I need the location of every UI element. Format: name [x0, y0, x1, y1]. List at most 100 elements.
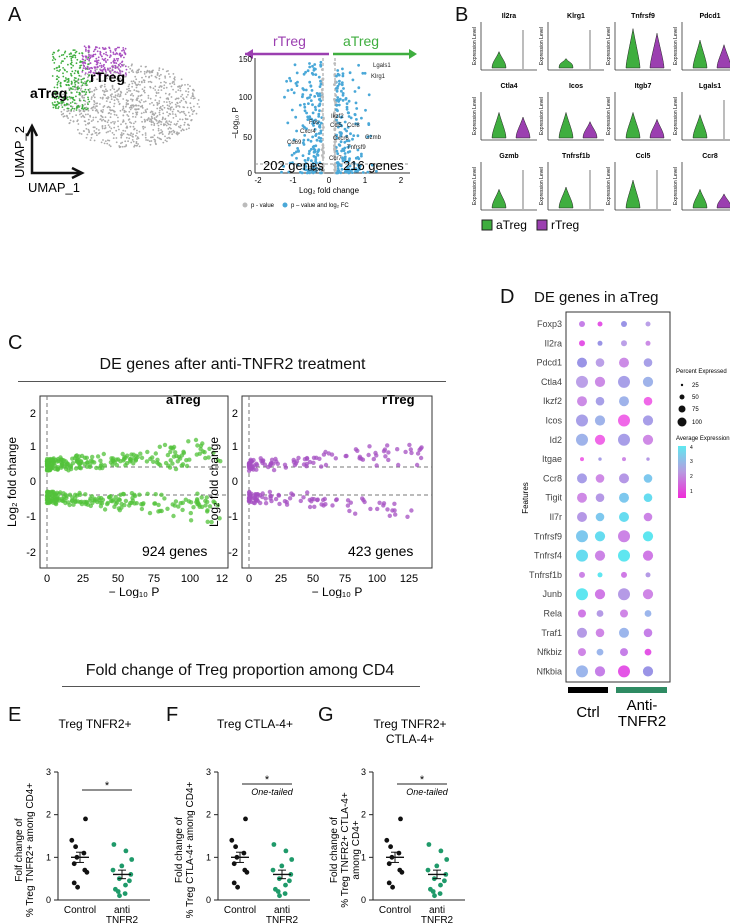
umap-cell-atreg — [81, 52, 83, 54]
stat-title: Treg CTLA-4+ — [217, 717, 293, 731]
umap-cell-atreg — [70, 72, 72, 75]
umap-cloud — [51, 45, 201, 149]
umap-cell-grey — [187, 123, 190, 126]
umap-cell-rtreg — [109, 54, 112, 57]
volcano-point — [302, 143, 306, 146]
umap-cell-atreg — [62, 60, 64, 63]
ctrl-group-bar — [568, 687, 608, 693]
dotplot-f: Treg CTLA-4+Fold change of% Treg CTLA-4+… — [174, 717, 310, 923]
scatter-xtick: 75 — [148, 573, 160, 585]
volcano-point — [318, 92, 321, 96]
umap-cell-grey — [117, 116, 119, 119]
scatter-xtick: 100 — [368, 573, 386, 585]
umap-cell-grey — [124, 122, 127, 125]
dot-plot-frame — [565, 311, 671, 683]
stat-point-anti — [434, 863, 440, 869]
dot-row-label: Tigit — [545, 493, 562, 503]
umap-cell-grey — [140, 112, 143, 115]
volcano-point — [320, 148, 324, 152]
violin-gene-title: Itgb7 — [635, 83, 652, 90]
violin-ylabel: Expression Level — [673, 27, 679, 65]
dot-mark — [642, 550, 654, 561]
dot-mark — [594, 415, 606, 426]
volcano-point — [336, 167, 340, 170]
umap-cell-grey — [76, 120, 79, 123]
scatter-point — [58, 490, 63, 495]
umap-cell-rtreg — [97, 73, 100, 76]
svg-text:12: 12 — [216, 573, 228, 585]
umap-cell-grey — [90, 96, 93, 99]
dot-mark — [646, 457, 650, 461]
scatter-point — [276, 492, 281, 498]
umap-cell-grey — [80, 112, 83, 115]
scatter-point — [111, 458, 116, 463]
volcano-point — [340, 81, 344, 84]
umap-cell-atreg — [56, 100, 59, 103]
scatter-point — [79, 501, 85, 507]
umap-cell-grey — [102, 89, 104, 92]
umap-cell-rtreg — [124, 65, 127, 68]
umap-cell-atreg — [57, 49, 60, 52]
volcano-point — [321, 78, 324, 81]
violin-shape — [692, 188, 708, 209]
umap-cell-grey — [101, 84, 103, 87]
umap-cell-grey — [180, 110, 183, 113]
scatter-point — [169, 445, 174, 450]
umap-cell-rtreg — [123, 50, 126, 52]
umap-cell-grey — [119, 95, 122, 97]
legend-swatch-atreg — [481, 219, 493, 231]
volcano-point — [320, 95, 324, 98]
stat-point-control — [388, 844, 393, 850]
umap-cell-grey — [135, 111, 137, 114]
volcano-point — [353, 90, 357, 93]
umap-cell-atreg — [54, 101, 56, 103]
violin-ylabel: Expression Level — [606, 167, 612, 205]
umap-cell-grey — [79, 89, 82, 91]
dot-mark — [577, 473, 587, 484]
umap-cell-grey — [152, 87, 155, 90]
volcano-point — [339, 140, 343, 144]
umap-cell-grey — [96, 134, 98, 136]
volcano-point — [303, 102, 306, 106]
panel-c-title: DE genes after anti-TNFR2 treatment — [99, 356, 366, 373]
umap-cell-grey — [118, 87, 120, 90]
volcano-point — [347, 115, 351, 118]
umap-cell-grey — [111, 93, 113, 95]
volcano-point — [336, 171, 340, 175]
fold-change-title: Fold change of Treg proportion among CD4 — [85, 662, 395, 679]
umap-cell-grey — [158, 77, 161, 80]
umap-cell-grey — [140, 116, 143, 118]
umap-cell-grey — [107, 124, 110, 126]
umap-cell-grey — [128, 118, 131, 121]
volcano-point — [341, 159, 345, 163]
umap-cell-atreg — [68, 89, 71, 91]
umap-cell-rtreg — [88, 55, 90, 57]
scatter-point — [368, 506, 373, 512]
umap-cell-grey — [165, 124, 168, 127]
umap-cell-grey — [114, 94, 117, 97]
dot-row-label: Ctla4 — [541, 377, 562, 387]
umap-cell-grey — [161, 109, 164, 111]
scatter-right-count: 423 genes — [348, 543, 413, 559]
scatter-point — [326, 451, 331, 456]
volcano-point — [321, 143, 325, 147]
umap-cell-grey — [163, 84, 166, 87]
umap-cell-grey — [118, 103, 121, 106]
umap-cell-atreg — [74, 84, 77, 86]
scatter-point — [101, 451, 107, 457]
violin-gene-title: Tnfrsf9 — [631, 13, 655, 20]
volcano-point — [310, 89, 314, 92]
umap-cell-grey — [157, 129, 160, 132]
umap-cell-grey — [127, 103, 129, 105]
umap-cell-atreg — [88, 91, 91, 94]
scatter-point — [63, 492, 68, 497]
umap-cell-grey — [142, 79, 145, 81]
umap-cell-atreg — [84, 93, 87, 96]
volcano-point — [345, 102, 349, 105]
scatter-point — [139, 506, 145, 512]
umap-cell-atreg — [55, 67, 58, 69]
volcano-point — [333, 163, 336, 167]
volcano-point — [319, 137, 323, 140]
umap-cell-grey — [169, 123, 172, 126]
umap-cell-grey — [158, 86, 161, 89]
